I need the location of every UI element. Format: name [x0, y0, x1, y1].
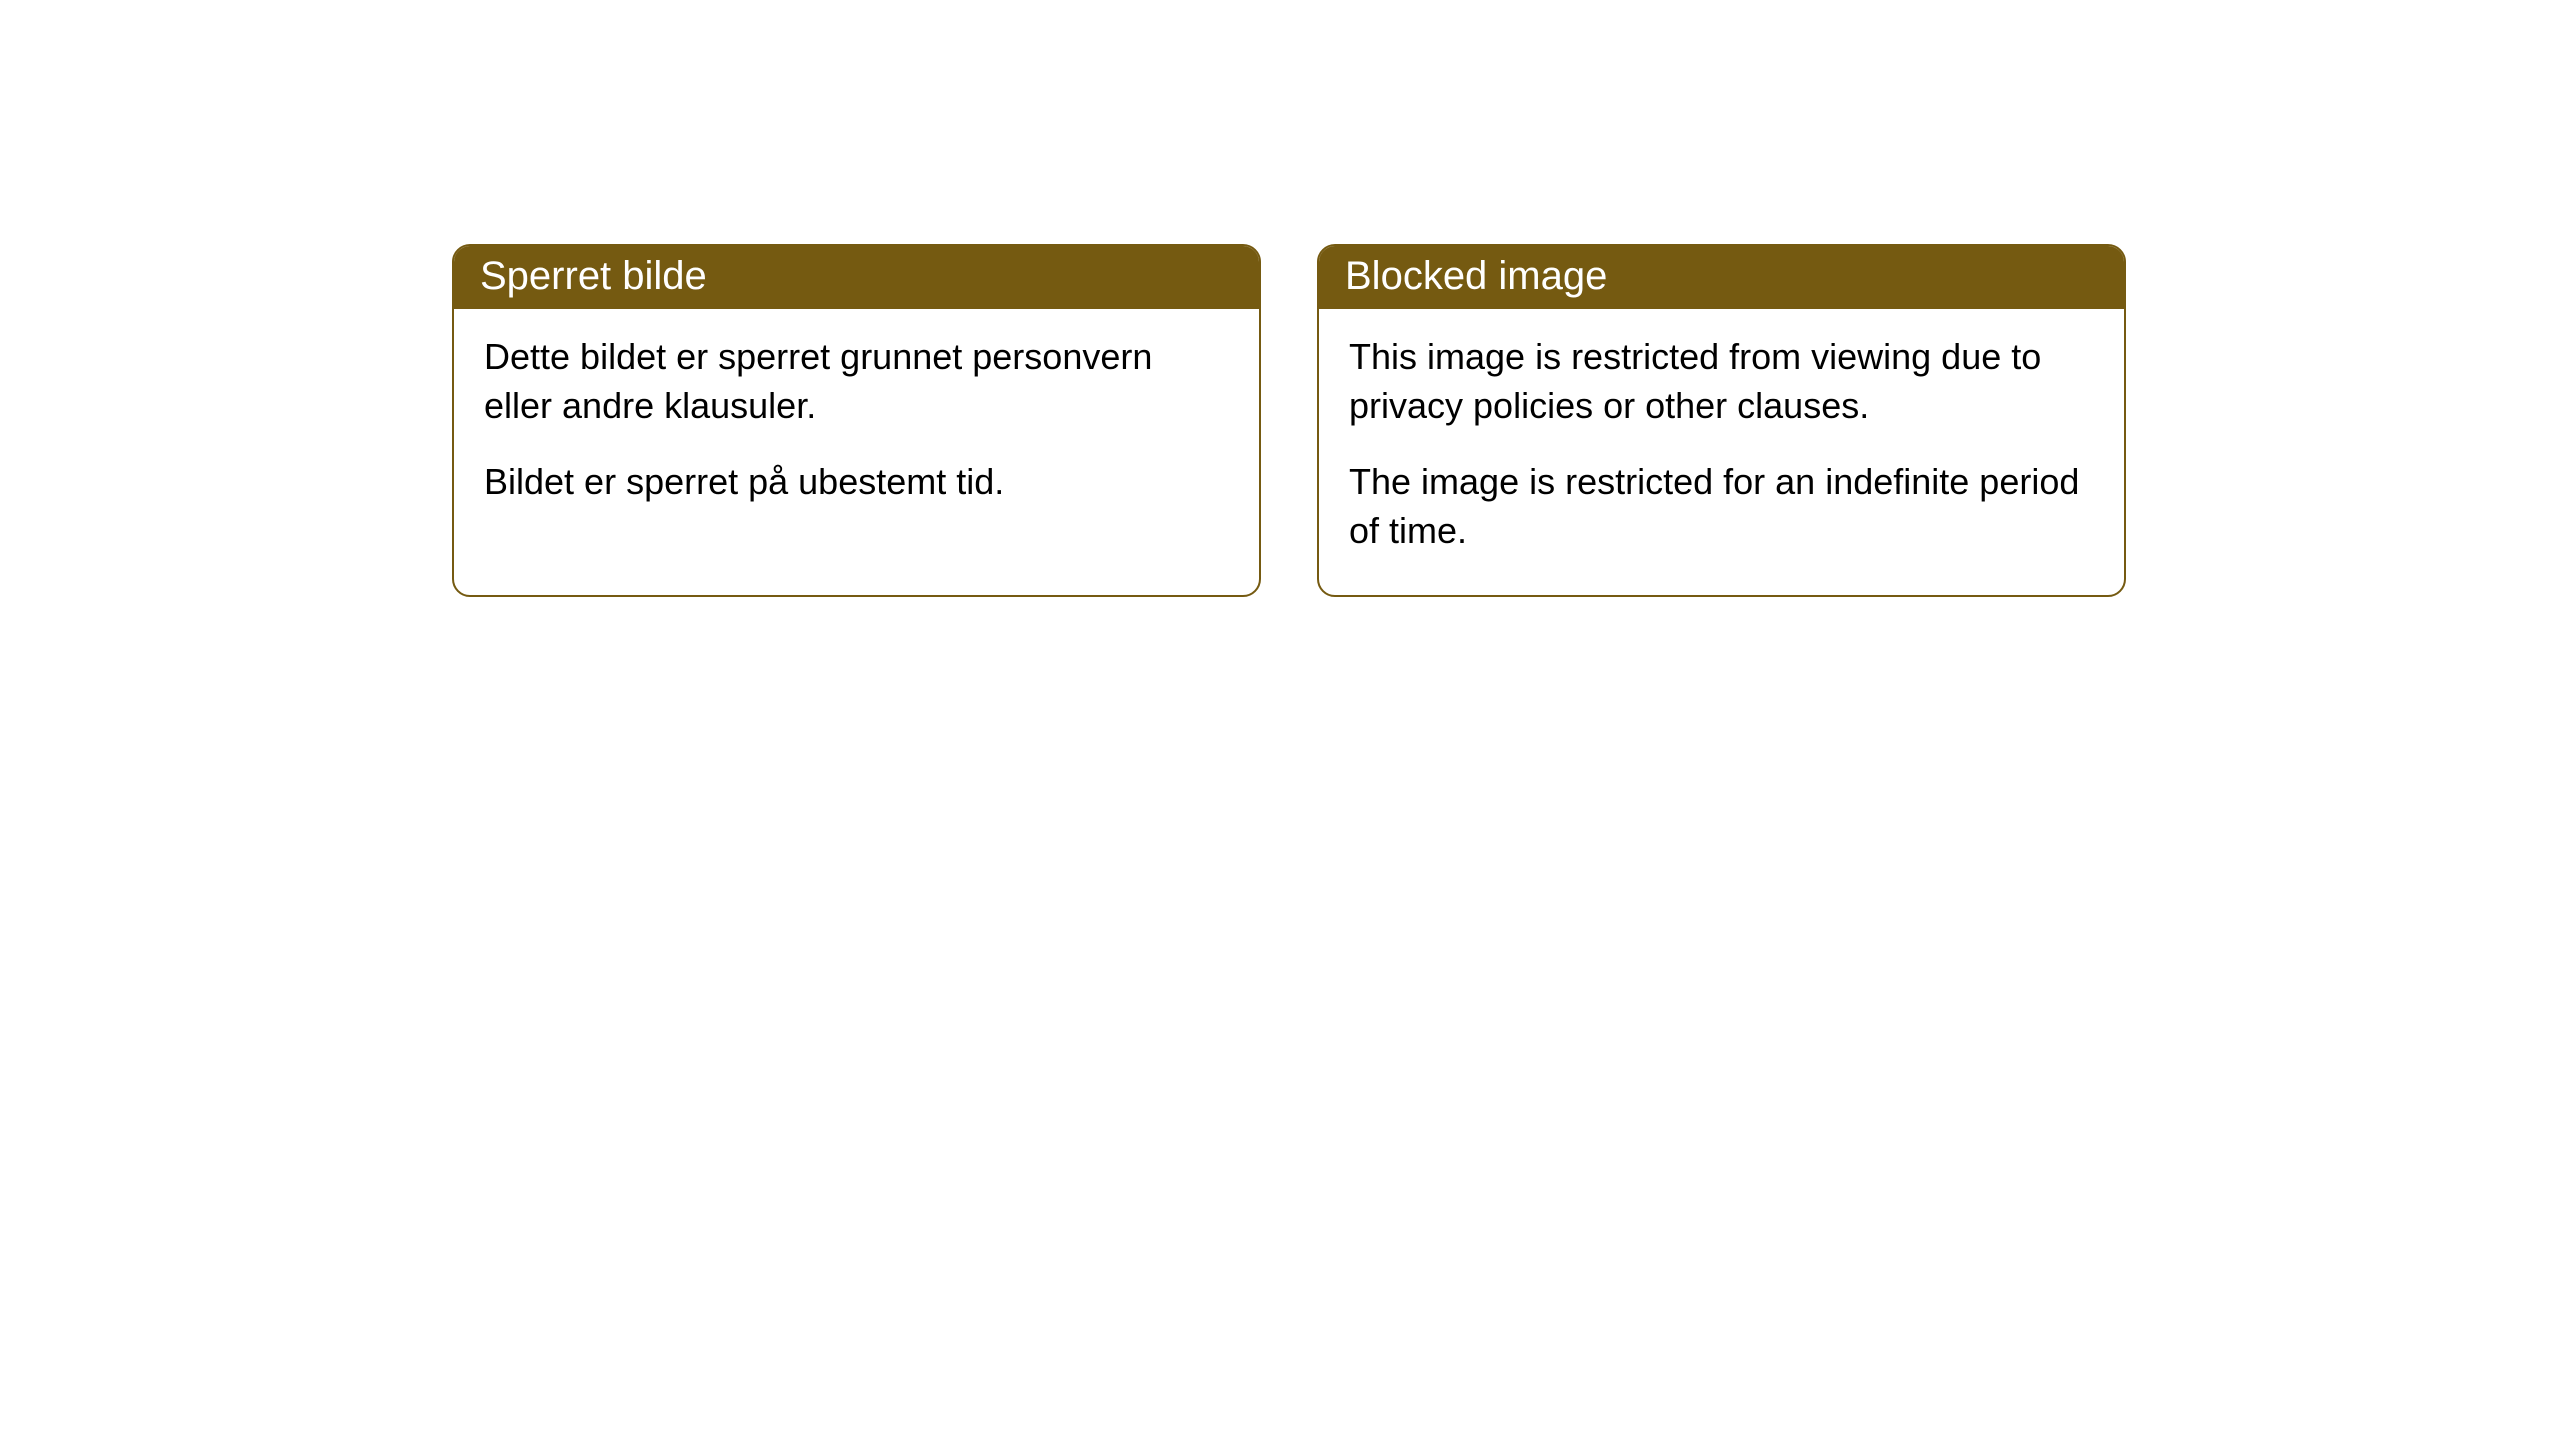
notice-paragraph: This image is restricted from viewing du…: [1349, 333, 2094, 430]
notice-title: Blocked image: [1345, 254, 1607, 298]
notice-title: Sperret bilde: [480, 254, 707, 298]
notice-card-norwegian: Sperret bilde Dette bildet er sperret gr…: [452, 244, 1261, 597]
notice-body-english: This image is restricted from viewing du…: [1319, 309, 2124, 595]
notice-header-norwegian: Sperret bilde: [454, 246, 1259, 309]
notice-body-norwegian: Dette bildet er sperret grunnet personve…: [454, 309, 1259, 547]
notice-paragraph: Bildet er sperret på ubestemt tid.: [484, 458, 1229, 507]
notice-card-english: Blocked image This image is restricted f…: [1317, 244, 2126, 597]
notice-paragraph: Dette bildet er sperret grunnet personve…: [484, 333, 1229, 430]
notice-paragraph: The image is restricted for an indefinit…: [1349, 458, 2094, 555]
notice-header-english: Blocked image: [1319, 246, 2124, 309]
notice-container: Sperret bilde Dette bildet er sperret gr…: [452, 244, 2126, 597]
